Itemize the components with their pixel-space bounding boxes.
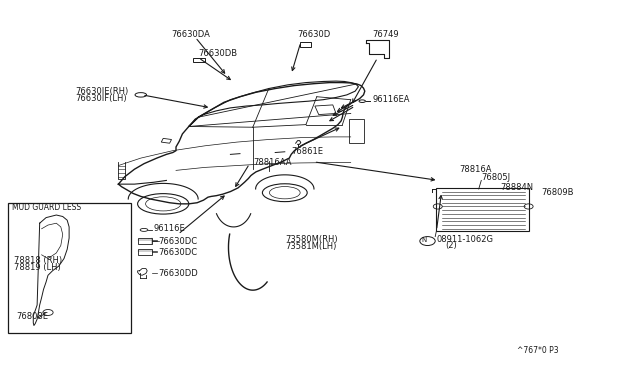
Text: (2): (2) xyxy=(445,241,456,250)
Text: 76630DC: 76630DC xyxy=(159,237,198,246)
Text: 76630DA: 76630DA xyxy=(172,30,211,39)
Text: 73580M(RH): 73580M(RH) xyxy=(285,235,337,244)
Text: 76630DB: 76630DB xyxy=(198,49,237,58)
Text: 76630DD: 76630DD xyxy=(159,269,198,278)
Text: 76808E: 76808E xyxy=(16,312,48,321)
Text: 76630DC: 76630DC xyxy=(159,248,198,257)
Text: N: N xyxy=(421,237,426,243)
Text: 78884N: 78884N xyxy=(500,183,534,192)
Bar xyxy=(193,58,205,62)
Text: 76809B: 76809B xyxy=(541,188,573,197)
Bar xyxy=(8,203,131,333)
Text: 73581M(LH): 73581M(LH) xyxy=(285,242,336,251)
Text: 78818 (RH): 78818 (RH) xyxy=(14,256,62,265)
Text: 08911-1062G: 08911-1062G xyxy=(436,235,493,244)
Text: ^767*0 P3: ^767*0 P3 xyxy=(517,346,559,355)
Text: MUD GUARD LESS: MUD GUARD LESS xyxy=(12,203,81,212)
Bar xyxy=(138,249,152,255)
Text: 76630IF(LH): 76630IF(LH) xyxy=(76,94,127,103)
Text: 76861E: 76861E xyxy=(291,147,323,156)
Text: 78819 (LH): 78819 (LH) xyxy=(14,263,61,272)
Text: 76630IE(RH): 76630IE(RH) xyxy=(76,87,129,96)
Text: 78816A: 78816A xyxy=(460,165,492,174)
Bar xyxy=(436,188,529,231)
Text: 78816AA: 78816AA xyxy=(253,158,291,167)
Text: 76630D: 76630D xyxy=(298,30,331,39)
Text: 76749: 76749 xyxy=(372,30,399,39)
Text: 96116EA: 96116EA xyxy=(372,95,410,104)
Text: 96116E: 96116E xyxy=(154,224,186,233)
Text: 76805J: 76805J xyxy=(481,173,511,182)
Bar xyxy=(300,42,311,47)
Bar xyxy=(138,238,152,244)
